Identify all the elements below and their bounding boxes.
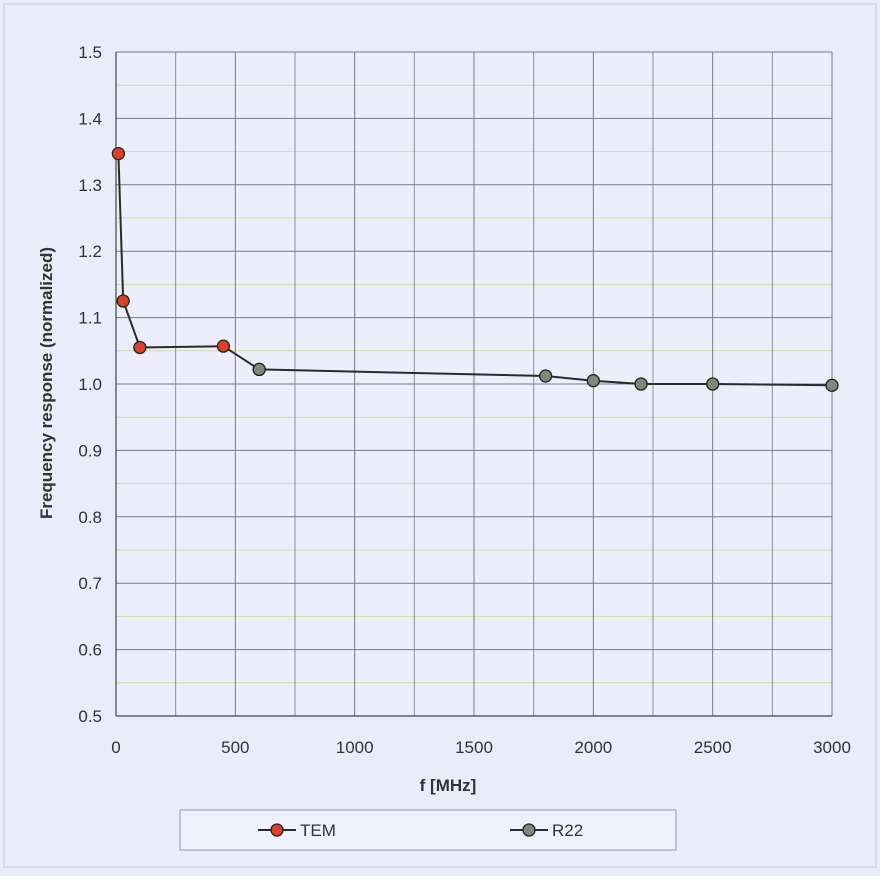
y-tick-label: 1.1 — [78, 309, 102, 328]
y-tick-label: 1.3 — [78, 176, 102, 195]
y-tick-label: 0.8 — [78, 508, 102, 527]
x-tick-label: 2000 — [574, 738, 612, 757]
y-tick-labels: 0.5 0.6 0.7 0.8 0.9 1.0 1.1 1.2 1.3 1.4 1.5 — [78, 43, 102, 726]
y-tick-label: 0.9 — [78, 441, 102, 460]
x-tick-label: 2500 — [694, 738, 732, 757]
legend-marker-tem — [270, 823, 284, 837]
y-axis-label: Frequency response (normalized) — [37, 247, 56, 519]
data-point-tem — [111, 146, 126, 161]
data-point-r22 — [634, 377, 648, 391]
legend-marker-r22 — [522, 823, 536, 837]
axes — [115, 52, 832, 717]
x-axis-label: f [MHz] — [420, 776, 477, 795]
legend-label-tem: TEM — [300, 821, 336, 840]
x-tick-label: 1500 — [455, 738, 493, 757]
x-tick-label: 500 — [221, 738, 249, 757]
x-tick-label: 0 — [111, 738, 120, 757]
legend: TEM R22 — [179, 809, 677, 851]
y-tick-label: 1.0 — [78, 375, 102, 394]
y-tick-label: 1.2 — [78, 242, 102, 261]
legend-box — [179, 809, 677, 851]
data-point-r22 — [825, 378, 839, 392]
data-point-r22 — [538, 369, 553, 383]
x-tick-labels: 0 500 1000 1500 2000 2500 3000 — [111, 738, 851, 757]
data-point-tem — [133, 340, 147, 355]
y-tick-label: 0.5 — [78, 707, 102, 726]
data-point-r22 — [706, 377, 720, 391]
data-point-r22 — [586, 374, 600, 388]
data-point-tem — [116, 294, 130, 308]
data-point-tem — [216, 339, 231, 353]
y-tick-label: 0.7 — [78, 574, 102, 593]
series-layer — [111, 146, 839, 392]
y-tick-label: 1.5 — [78, 43, 102, 62]
x-tick-label: 1000 — [336, 738, 374, 757]
x-tick-label: 3000 — [813, 738, 851, 757]
y-tick-label: 1.4 — [78, 109, 102, 128]
legend-label-r22: R22 — [552, 821, 583, 840]
data-point-r22 — [252, 362, 266, 377]
series-line-r22 — [259, 368, 833, 387]
y-tick-label: 0.6 — [78, 641, 102, 660]
